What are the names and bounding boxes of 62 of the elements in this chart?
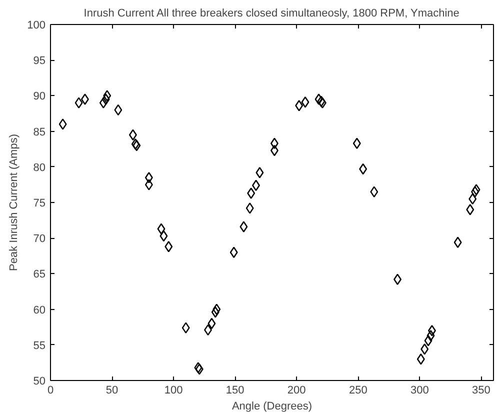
point [144,179,153,190]
point [370,186,378,198]
point [102,94,110,105]
point [160,230,168,242]
x-tick-label: 50 [106,384,118,396]
point [295,100,304,112]
point [256,166,264,178]
x-tick-label: 250 [348,384,368,396]
point [58,118,67,130]
point [416,353,425,365]
x-axis-title: Angle (Degrees) [232,400,312,412]
point [428,325,436,336]
point [270,138,278,150]
point [301,96,310,108]
y-tick-label: 50 [33,376,46,388]
point [99,97,108,108]
point [128,129,137,141]
y-tick-label: 55 [33,340,46,352]
point [454,236,462,248]
point [230,246,238,258]
point [247,188,256,199]
x-tick-label: 100 [164,384,183,396]
point [240,221,248,232]
chart-title: Inrush Current All three breakers closed simultaneosly, 1800 RPM, Ymachine [84,8,460,20]
point [359,163,368,175]
x-tick-label: 300 [410,384,429,396]
y-tick-label: 80 [33,162,46,174]
point [471,186,480,198]
x-tick-label: 150 [226,384,244,396]
point [164,240,173,252]
point [211,306,220,318]
point [208,318,216,330]
point [420,344,429,355]
point [270,144,278,156]
point [182,322,190,334]
x-tick-label: 200 [287,384,306,396]
point [466,204,474,216]
x-tick-label: 0 [47,384,54,396]
point [157,223,166,234]
point [246,202,254,214]
point [103,90,112,102]
y-tick-label: 95 [33,55,46,68]
y-tick-label: 100 [27,20,46,32]
y-tick-label: 75 [33,198,46,210]
point [80,94,89,105]
y-tick-label: 65 [33,268,46,281]
y-tick-label: 90 [33,90,46,103]
point [426,330,435,342]
x-tick-label: 350 [472,384,490,396]
point [424,334,432,346]
y-tick-label: 85 [33,126,46,138]
point [472,184,480,196]
point [144,172,153,184]
point [212,304,221,315]
point [352,138,361,150]
point [114,104,122,116]
y-axis-title: Peak Inrush Current (Amps) [8,134,20,271]
y-tick-label: 60 [33,304,46,316]
y-tick-label: 70 [33,233,46,246]
point [74,97,83,108]
point [314,94,323,105]
point [468,193,477,205]
